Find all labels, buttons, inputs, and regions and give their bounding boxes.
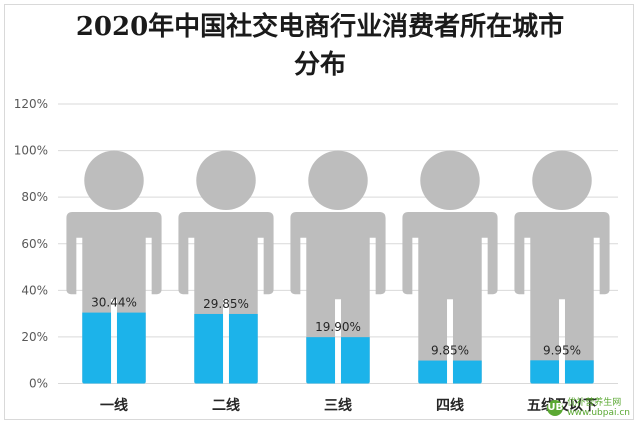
person-figure [178, 150, 274, 384]
watermark-logo-icon: UB [547, 400, 564, 416]
person-head [532, 150, 592, 211]
data-label: 9.95% [543, 343, 581, 357]
value-fill-bar [290, 337, 386, 384]
y-tick-label: 80% [21, 190, 48, 204]
person-figure [66, 150, 162, 384]
person-figure [402, 150, 498, 384]
person-body [514, 212, 610, 384]
data-label: 9.85% [431, 344, 469, 358]
x-category-label: 二线 [212, 397, 240, 414]
y-tick-label: 20% [21, 330, 48, 344]
data-label: 30.44% [91, 296, 137, 310]
chart-title-line1: 2020年中国社交电商行业消费者所在城市 [75, 12, 565, 42]
watermark: UB 优补营养生网 www.ubpai.cn [547, 398, 630, 418]
watermark-text-top: 优补营养生网 [567, 398, 622, 408]
x-category-label: 四线 [436, 397, 464, 414]
x-category-label: 一线 [100, 397, 128, 414]
value-fill-bar [402, 360, 498, 384]
x-category-label: 三线 [324, 397, 352, 414]
value-fill-bar [178, 313, 274, 384]
watermark-text-bottom: www.ubpai.cn [567, 408, 630, 418]
person-head [196, 150, 256, 211]
person-head [420, 150, 480, 211]
data-label: 19.90% [315, 320, 361, 334]
person-figure [514, 150, 610, 384]
person-body [290, 212, 386, 384]
value-fill-bar [66, 312, 162, 384]
person-head [308, 150, 368, 211]
person-head [84, 150, 144, 211]
y-tick-label: 60% [21, 237, 48, 251]
value-fill-bar [514, 360, 610, 384]
person-figure [290, 150, 386, 384]
y-tick-label: 100% [14, 144, 48, 158]
y-tick-label: 120% [14, 97, 48, 111]
data-label: 29.85% [203, 297, 249, 311]
chart-title-line2: 分布 [293, 50, 346, 80]
chart-title: 2020年中国社交电商行业消费者所在城市 分布 [0, 8, 640, 84]
y-tick-label: 40% [21, 283, 48, 297]
y-tick-label: 0% [29, 377, 48, 391]
person-body [402, 212, 498, 384]
